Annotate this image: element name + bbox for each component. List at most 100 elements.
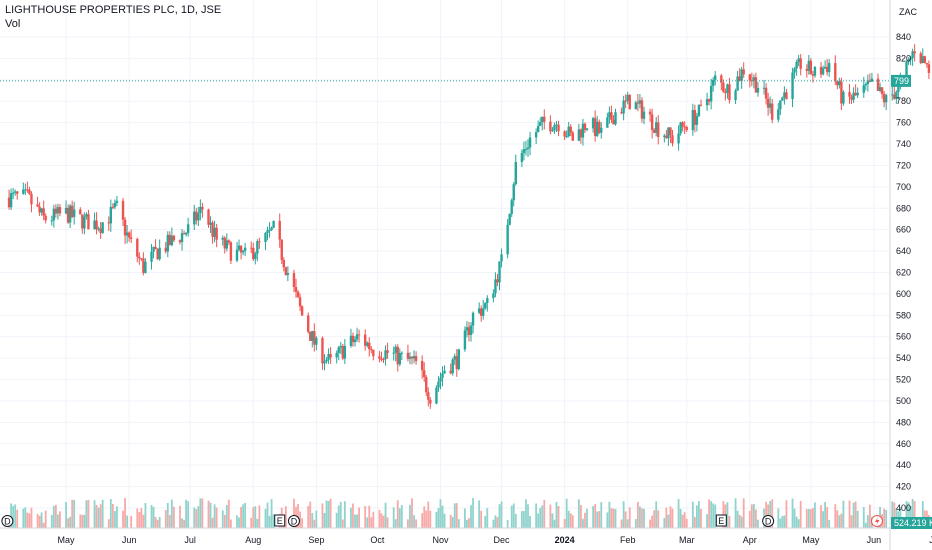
candle-body	[83, 216, 86, 229]
volume-bar	[411, 498, 413, 528]
volume-bar	[757, 519, 759, 528]
volume-bar	[201, 498, 204, 528]
last-price-label: 799	[894, 76, 909, 86]
candle-body	[382, 359, 385, 361]
candle-body	[256, 241, 259, 254]
volume-bar	[14, 504, 17, 528]
volume-bar	[577, 499, 580, 528]
volume-bar	[71, 499, 74, 528]
volume-bar	[671, 508, 674, 528]
volume-bar	[79, 514, 82, 528]
candle-body	[622, 100, 625, 114]
volume-bar	[693, 517, 696, 528]
volume-bar	[814, 502, 816, 528]
candle-body	[400, 352, 404, 354]
volume-bar	[740, 516, 743, 528]
volume-bar	[893, 502, 896, 528]
candle-body	[309, 331, 312, 341]
volume-bar	[370, 517, 373, 528]
candle-body	[425, 377, 428, 393]
volume-bar	[755, 509, 757, 528]
candle-body	[85, 214, 88, 217]
y-tick-label: 700	[896, 182, 911, 192]
volume-bar	[150, 505, 153, 528]
volume-bar	[610, 508, 613, 528]
candle-body	[811, 74, 815, 76]
volume-bar	[439, 499, 442, 528]
volume-bar	[130, 515, 133, 528]
candle-body	[876, 78, 880, 91]
volume-bar	[400, 504, 403, 528]
candle-body	[909, 58, 912, 60]
y-tick-label: 580	[896, 310, 911, 320]
volume-bar	[785, 500, 788, 528]
candle-body	[486, 298, 489, 304]
volume-bar	[529, 515, 531, 528]
candle-body	[292, 273, 296, 287]
volume-bar	[225, 504, 228, 528]
candle-body	[492, 293, 495, 299]
volume-bar	[67, 518, 69, 528]
candle-body	[186, 224, 190, 233]
candle-body	[327, 354, 330, 360]
volume-bar	[584, 512, 586, 528]
dividend-marker	[1, 515, 14, 527]
candle-body	[121, 200, 125, 220]
candle-body	[756, 88, 760, 93]
volume-bar	[183, 519, 185, 528]
volume-bar	[240, 506, 242, 528]
x-tick-label: Jul	[929, 535, 932, 545]
candle-body	[770, 103, 774, 120]
volume-bar	[748, 510, 751, 528]
candle-body	[101, 222, 104, 233]
volume-bar	[811, 508, 814, 528]
volume-bar	[427, 501, 430, 528]
volume-bar	[624, 511, 627, 528]
candle-body	[683, 126, 686, 128]
candle-body	[209, 222, 212, 225]
volume-bar	[783, 515, 786, 528]
volume-bar	[738, 514, 741, 528]
candle-body	[97, 228, 100, 230]
volume-bar	[156, 519, 159, 528]
candle-body	[508, 214, 511, 225]
candle-body	[705, 99, 709, 106]
volume-bar	[368, 505, 371, 528]
volume-bar	[380, 513, 383, 528]
candle-body	[258, 241, 261, 243]
candle-body	[724, 91, 727, 93]
candle-body	[443, 370, 446, 374]
candle-body	[254, 253, 257, 260]
candle-body	[406, 352, 410, 359]
volume-bar	[270, 499, 273, 528]
volume-bar	[636, 501, 639, 528]
volume-bar	[807, 509, 810, 528]
volume-bar	[921, 501, 924, 528]
candle-body	[282, 259, 285, 268]
volume-bar	[179, 505, 181, 528]
volume-bar	[323, 513, 326, 528]
candle-body	[437, 381, 440, 388]
candle-body	[378, 356, 381, 359]
volume-bar	[366, 517, 369, 528]
y-tick-label: 440	[896, 460, 911, 470]
candle-body	[439, 377, 442, 382]
volume-bar	[221, 510, 224, 528]
volume-bar	[496, 517, 499, 528]
volume-bar	[364, 506, 367, 528]
volume-bar	[669, 506, 672, 528]
volume-bar	[93, 500, 96, 528]
candle-body	[722, 82, 725, 92]
volume-bar	[54, 504, 57, 528]
candle-body	[264, 232, 267, 243]
volume-bar	[641, 508, 643, 528]
volume-bar	[59, 511, 61, 528]
volume-bar	[708, 499, 711, 528]
candle-body	[380, 358, 383, 360]
x-tick-label: Jun	[867, 535, 882, 545]
volume-bar	[779, 518, 782, 528]
volume-bar	[258, 505, 261, 528]
volume-bar	[714, 504, 717, 528]
candle-body	[325, 359, 328, 362]
